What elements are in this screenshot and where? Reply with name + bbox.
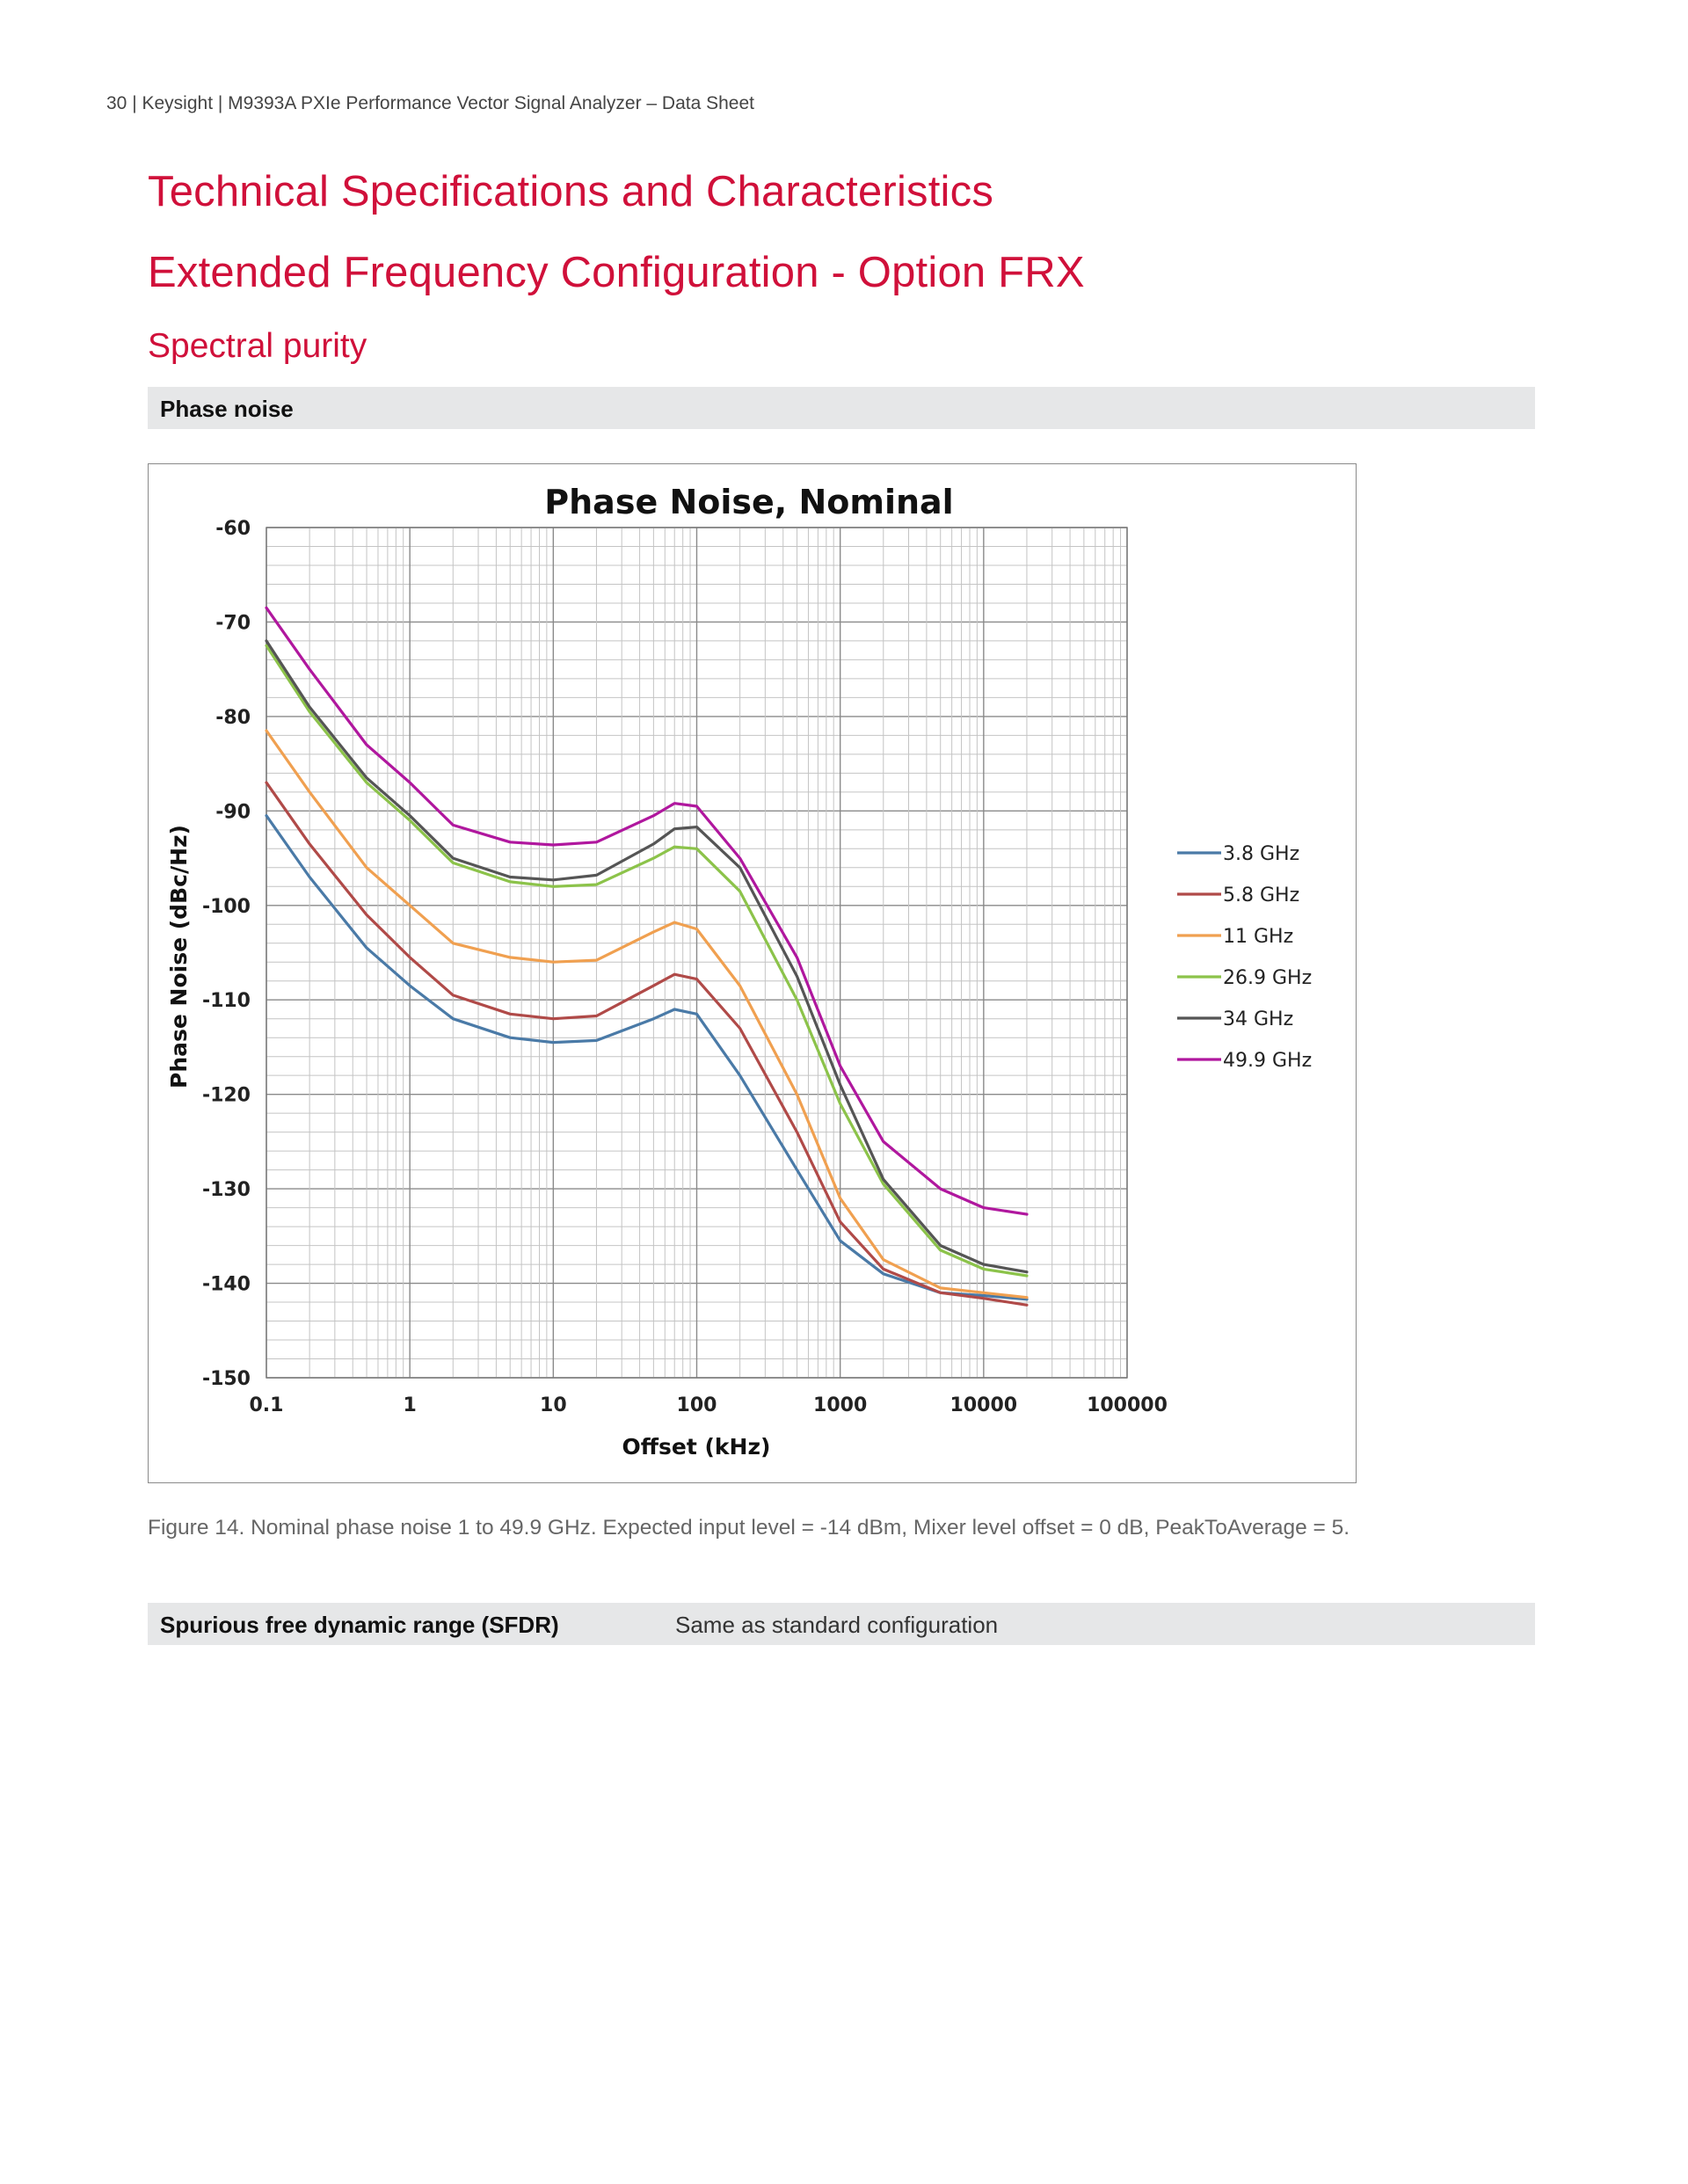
x-tick-label: 100	[677, 1394, 717, 1416]
chart-axes: -60 -70 -80 -90 -100 -110 -120 -130 -140 -150 0.1 1…	[202, 518, 1168, 1416]
y-tick-label: -100	[202, 896, 251, 918]
legend-label: 49.9 GHz	[1223, 1050, 1312, 1072]
chart-grid	[266, 527, 1128, 1379]
phase-noise-label: Phase noise	[160, 396, 294, 422]
y-tick-label: -130	[202, 1179, 251, 1201]
y-tick-label: -150	[202, 1368, 251, 1390]
plot-border	[266, 527, 1128, 1379]
sfdr-label: Spurious free dynamic range (SFDR)	[160, 1612, 559, 1638]
legend-label: 26.9 GHz	[1223, 967, 1312, 989]
legend-label: 11 GHz	[1223, 926, 1293, 948]
y-tick-label: -60	[215, 518, 251, 540]
y-tick-label: -140	[202, 1274, 251, 1296]
y-axis-label: Phase Noise (dBc/Hz)	[166, 825, 192, 1088]
series-line-34-ghz	[265, 639, 1029, 1274]
x-tick-label: 0.1	[250, 1394, 284, 1416]
x-tick-label: 1000	[813, 1394, 867, 1416]
series-line-11-ghz	[265, 729, 1029, 1299]
y-tick-label: -90	[215, 801, 251, 823]
y-tick-label: -70	[215, 612, 251, 634]
series-line-49-9-ghz	[265, 606, 1029, 1216]
y-tick-label: -120	[202, 1085, 251, 1107]
phase-noise-chart: -60 -70 -80 -90 -100 -110 -120 -130 -140 -150 0.1 1…	[166, 483, 1312, 1460]
sfdr-row: Spurious free dynamic range (SFDR) Same …	[148, 1603, 1535, 1645]
series-line-5-8-ghz	[265, 781, 1029, 1307]
running-header: 30 | Keysight | M9393A PXIe Performance …	[106, 93, 754, 113]
legend-label: 3.8 GHz	[1223, 843, 1299, 865]
chart-legend: 3.8 GHz 5.8 GHz 11 GHz 26.9 GHz 34 GHz 49.9 G…	[1177, 843, 1312, 1072]
phase-noise-chart-frame: -60 -70 -80 -90 -100 -110 -120 -130 -140 -150 0.1 1…	[148, 463, 1357, 1483]
x-tick-label: 100000	[1087, 1394, 1168, 1416]
x-axis-label: Offset (kHz)	[622, 1434, 771, 1460]
legend-label: 5.8 GHz	[1223, 885, 1299, 906]
subsection-title: Spectral purity	[148, 327, 367, 365]
page-title: Technical Specifications and Characteris…	[148, 168, 994, 215]
section-title: Extended Frequency Configuration - Optio…	[148, 249, 1085, 296]
series-line-3-8-ghz	[265, 814, 1029, 1301]
figure-caption: Figure 14. Nominal phase noise 1 to 49.9…	[148, 1516, 1350, 1540]
series-line-26-9-ghz	[265, 644, 1029, 1278]
x-tick-label: 10000	[950, 1394, 1018, 1416]
legend-label: 34 GHz	[1223, 1008, 1293, 1030]
x-tick-label: 1	[404, 1394, 417, 1416]
sfdr-value: Same as standard configuration	[675, 1612, 999, 1638]
chart-series	[265, 606, 1029, 1307]
x-tick-label: 10	[540, 1394, 567, 1416]
y-tick-label: -80	[215, 707, 251, 729]
phase-noise-header-bar: Phase noise	[148, 387, 1535, 429]
chart-title: Phase Noise, Nominal	[544, 483, 953, 521]
y-tick-label: -110	[202, 990, 251, 1012]
